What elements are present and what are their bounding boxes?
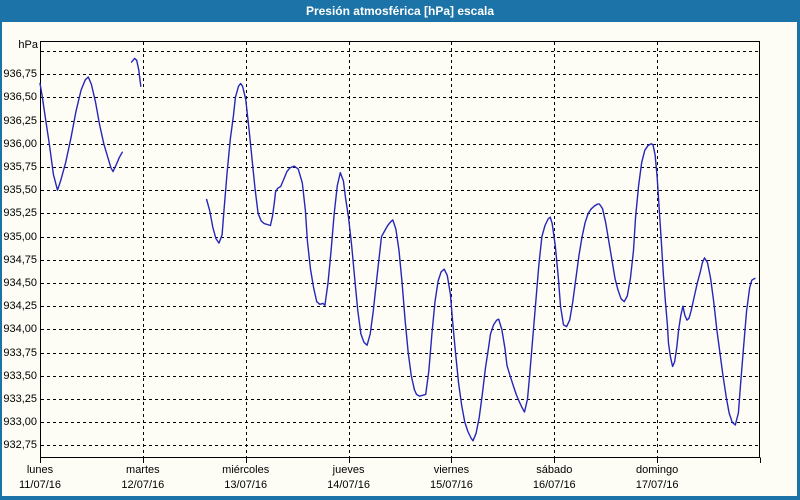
x-axis-day-label: miércoles 13/07/16: [198, 463, 294, 493]
chart-area: hPa 936,75 936,50 936,25 936,00 935,75 935,50…: [0, 22, 800, 500]
pressure-line-chart: [39, 41, 761, 463]
day-name: miércoles: [222, 464, 270, 476]
y-axis-tick-label: 936,50: [3, 91, 37, 104]
x-axis-day-label: lunes 11/07/16: [0, 463, 88, 493]
pressure-series-line: [205, 82, 756, 442]
y-axis-tick-label: 934,00: [3, 323, 37, 336]
day-name: viernes: [433, 464, 470, 476]
day-name: sábado: [536, 464, 573, 476]
day-date: 17/07/16: [635, 479, 679, 491]
day-name: martes: [126, 464, 160, 476]
day-date: 13/07/16: [224, 479, 268, 491]
day-date: 15/07/16: [430, 479, 473, 491]
pressure-series-line: [130, 57, 142, 87]
day-date: 11/07/16: [18, 479, 61, 491]
day-name: domingo: [636, 464, 679, 476]
day-date: 12/07/16: [121, 479, 165, 491]
y-axis-tick-label: 935,75: [3, 161, 37, 173]
day-name: jueves: [332, 464, 365, 476]
x-axis-day-label: viernes 15/07/16: [403, 463, 499, 493]
y-axis-tick-label: 936,75: [3, 68, 37, 81]
y-axis-tick-label: 933,75: [3, 346, 37, 359]
pressure-series-line: [39, 76, 124, 191]
day-name: lunes: [26, 464, 54, 476]
y-axis-tick-label: 934,25: [3, 300, 37, 313]
y-axis-unit-label: hPa: [18, 39, 38, 51]
x-axis-day-label: jueves 14/07/16: [301, 463, 397, 493]
chart-title-bar: Presión atmosférica [hPa] escala: [0, 0, 800, 22]
y-axis-tick-label: 935,50: [3, 184, 37, 197]
x-axis-day-label: domingo 17/07/16: [609, 463, 705, 493]
y-axis-tick-label: 933,50: [3, 369, 37, 382]
y-axis-tick-label: 935,25: [3, 207, 37, 220]
x-axis-day-label: sábado 16/07/16: [506, 463, 602, 493]
day-date: 16/07/16: [532, 479, 576, 491]
y-axis-tick-label: 934,50: [3, 277, 37, 289]
chart-title: Presión atmosférica [hPa] escala: [305, 4, 495, 18]
y-axis-tick-label: 936,25: [3, 114, 37, 127]
plot-border: [40, 41, 760, 458]
y-axis-tick-label: 933,00: [3, 416, 37, 429]
y-axis-tick-label: 935,00: [3, 230, 37, 243]
y-axis-tick-label: 932,75: [3, 439, 37, 452]
x-axis-day-label: martes 12/07/16: [95, 463, 191, 493]
y-axis-tick-label: 934,75: [3, 253, 37, 266]
plot-area: [39, 41, 761, 463]
day-date: 14/07/16: [327, 479, 370, 491]
y-axis-tick-label: 936,00: [3, 137, 37, 150]
y-axis-tick-label: 933,25: [3, 393, 37, 405]
